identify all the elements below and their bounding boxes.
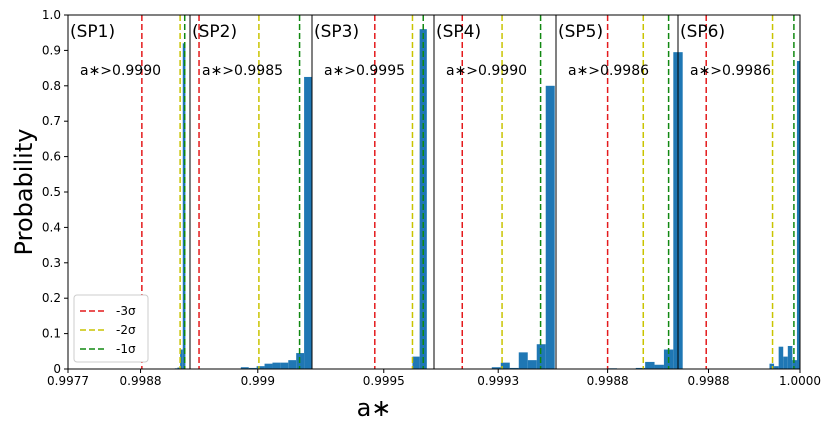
histogram-bar bbox=[240, 367, 249, 369]
panel-title: (SP4) bbox=[436, 22, 481, 42]
panel-sp5: 0.9988 (SP5) a∗>0.9986 bbox=[555, 14, 683, 388]
histogram-bar bbox=[288, 360, 297, 369]
histogram-bar bbox=[778, 346, 784, 369]
histogram-bar bbox=[769, 363, 775, 369]
panel-annotation: a∗>0.9990 bbox=[80, 63, 161, 79]
panels: 0.9977 0.9988 (SP1) a∗>0.9990 0.999 (SP2) a∗>0… bbox=[47, 14, 821, 388]
panel-sp2: 0.999 (SP2) a∗>0.9985 bbox=[189, 14, 313, 388]
legend-label: -1σ bbox=[116, 342, 136, 356]
histogram-bar bbox=[787, 345, 793, 369]
panel-title: (SP6) bbox=[680, 22, 725, 42]
x-tick-label: 0.9977 bbox=[47, 374, 89, 388]
histogram-bar bbox=[304, 76, 312, 369]
histogram-bar bbox=[645, 361, 655, 369]
panel-annotation: a∗>0.9995 bbox=[324, 63, 405, 79]
histogram-bar bbox=[248, 367, 257, 369]
panel-sp1: 0.9977 0.9988 (SP1) a∗>0.9990 bbox=[47, 14, 191, 388]
histogram-bar bbox=[272, 362, 281, 369]
legend-label: -3σ bbox=[116, 304, 136, 318]
x-tick-label: 0.9988 bbox=[688, 374, 730, 388]
y-tick-label: 0.7 bbox=[42, 114, 61, 128]
x-tick-label: 0.9995 bbox=[363, 374, 405, 388]
y-tick-label: 0.9 bbox=[42, 43, 61, 57]
panel-title: (SP1) bbox=[70, 22, 115, 42]
panel-frame bbox=[677, 14, 801, 370]
histogram-bar bbox=[491, 367, 501, 369]
panel-sp3: 0.9995 (SP3) a∗>0.9995 bbox=[311, 14, 435, 388]
histogram-bar bbox=[536, 344, 546, 369]
y-tick-label: 0 bbox=[53, 362, 61, 376]
histogram-bar bbox=[412, 356, 420, 369]
panel-annotation: a∗>0.9985 bbox=[202, 63, 283, 79]
histogram-bar bbox=[264, 363, 273, 369]
panel-sp4: 0.9993 (SP4) a∗>0.9990 bbox=[433, 14, 557, 388]
y-tick-label: 0.6 bbox=[42, 150, 61, 164]
legend-box bbox=[73, 294, 149, 363]
x-tick-label: 0.9988 bbox=[587, 374, 629, 388]
histogram-bar bbox=[500, 362, 510, 369]
panel-title: (SP3) bbox=[314, 22, 359, 42]
legend-label: -2σ bbox=[116, 323, 136, 337]
histogram-bar bbox=[792, 360, 797, 369]
y-axis-label: Probability bbox=[10, 129, 38, 256]
histogram-bar bbox=[545, 85, 555, 370]
panel-annotation: a∗>0.9990 bbox=[446, 63, 527, 79]
histogram-bar bbox=[280, 362, 289, 369]
x-tick-label: 0.9993 bbox=[477, 374, 519, 388]
histogram-bar bbox=[256, 366, 265, 369]
panel-annotation: a∗>0.9986 bbox=[568, 63, 649, 79]
histogram-bar bbox=[654, 364, 664, 369]
y-tick-label: 0.5 bbox=[42, 185, 61, 199]
panel-title: (SP2) bbox=[192, 22, 237, 42]
y-axis: 0 0.1 0.2 0.3 0.4 0.5 0.6 0.7 0.8 0.9 1.0 bbox=[42, 8, 68, 376]
y-tick-label: 0.8 bbox=[42, 79, 61, 93]
x-axis-label: a∗ bbox=[357, 394, 392, 422]
histogram-bar bbox=[796, 61, 800, 370]
histogram-bar bbox=[177, 367, 181, 369]
x-tick-label: 0.9988 bbox=[120, 374, 162, 388]
histogram-bar bbox=[527, 360, 537, 369]
histogram-bar bbox=[180, 349, 183, 369]
panel-title: (SP5) bbox=[558, 22, 603, 42]
y-tick-label: 0.2 bbox=[42, 291, 61, 305]
histogram-bar bbox=[774, 366, 779, 369]
histogram-bar bbox=[783, 356, 788, 369]
y-tick-label: 0.1 bbox=[42, 327, 61, 341]
y-tick-label: 0.3 bbox=[42, 256, 61, 270]
panel-annotation: a∗>0.9986 bbox=[690, 63, 771, 79]
x-tick-label: 1.0000 bbox=[779, 374, 821, 388]
y-tick-label: 0.4 bbox=[42, 220, 61, 234]
legend: -3σ -2σ -1σ bbox=[73, 294, 149, 363]
histogram-bar bbox=[509, 367, 519, 369]
panel-sp6: 0.9988 1.0000 (SP6) a∗>0.9986 bbox=[677, 14, 821, 388]
histogram-bar bbox=[518, 352, 528, 369]
x-tick-label: 0.999 bbox=[241, 374, 275, 388]
histogram-bar bbox=[635, 367, 646, 369]
y-tick-label: 1.0 bbox=[42, 8, 61, 22]
